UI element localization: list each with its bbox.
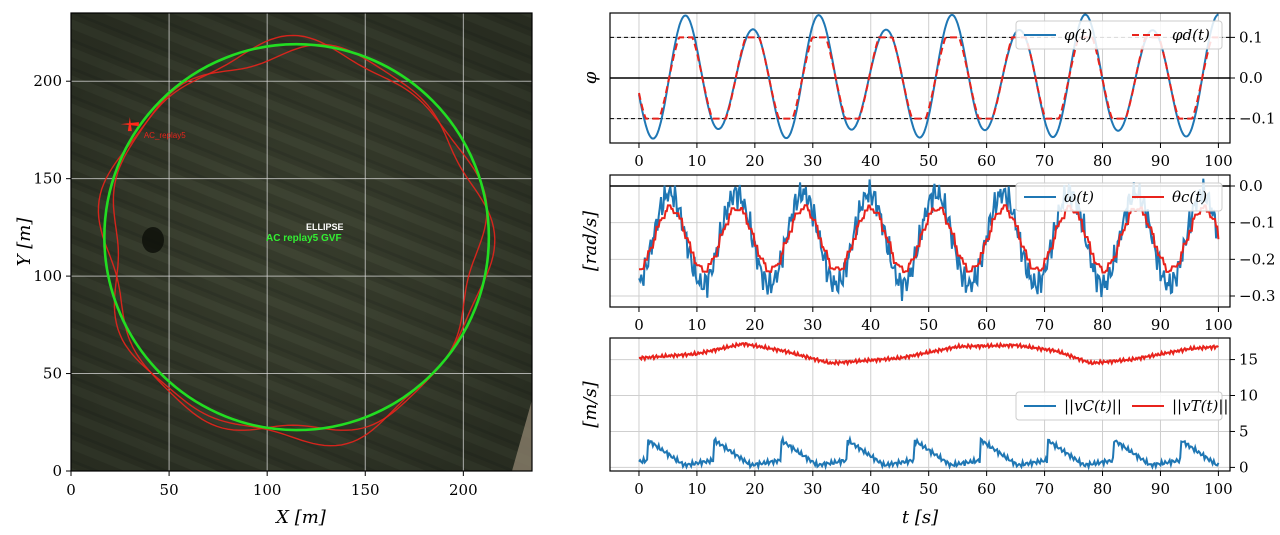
tick-label-x: 70 bbox=[1035, 316, 1054, 334]
legend-label: φ(t) bbox=[1064, 26, 1092, 44]
legend-label: φd(t) bbox=[1172, 26, 1210, 44]
series-line bbox=[639, 204, 1220, 274]
tick-label-x: 100 bbox=[1204, 480, 1233, 498]
phi-panel: 0 10 20 30 40 50 60 70 80 90 100 0.1 0.0 −0.1 φ φ(t) φd(… bbox=[580, 12, 1275, 170]
tick-label-x: 10 bbox=[687, 152, 706, 170]
tick-label-y: −0.1 bbox=[1239, 214, 1275, 232]
tick-label-x: 50 bbox=[919, 316, 938, 334]
tick-label-x: 0 bbox=[634, 480, 644, 498]
series-line bbox=[638, 434, 1220, 471]
tick-label-x: 40 bbox=[861, 316, 880, 334]
map-axes-frame bbox=[70, 12, 533, 472]
y-axis-label: [rad/s] bbox=[580, 210, 601, 271]
axes-frame bbox=[609, 174, 1231, 308]
satellite-background bbox=[71, 13, 532, 471]
legend-label: ||vT(t)|| bbox=[1172, 397, 1228, 415]
tick-label-x: 20 bbox=[745, 316, 764, 334]
tick-label-x: 100 bbox=[1204, 316, 1233, 334]
legend-box bbox=[1015, 391, 1223, 421]
aircraft-label: AC_replay5 bbox=[144, 131, 186, 140]
tick-label-x: 60 bbox=[977, 480, 996, 498]
gvf-label: AC replay5 GVF bbox=[266, 233, 342, 244]
map-tick-label-y: 100 bbox=[33, 267, 62, 285]
legend-label: ||vC(t)|| bbox=[1064, 397, 1122, 415]
tick-label-x: 30 bbox=[803, 316, 822, 334]
tick-label-x: 70 bbox=[1035, 152, 1054, 170]
map-tick-label-y: 200 bbox=[33, 72, 62, 90]
plot-area bbox=[638, 341, 1220, 471]
time-axis-label: t [s] bbox=[902, 507, 939, 528]
tick-label-y: 0 bbox=[1239, 458, 1249, 476]
map-tick-label-y: 50 bbox=[43, 365, 62, 383]
tick-label-x: 0 bbox=[634, 316, 644, 334]
ellipse-path bbox=[103, 42, 491, 432]
trajectory-path bbox=[112, 43, 496, 447]
tick-label-x: 30 bbox=[803, 152, 822, 170]
map-x-axis-label: X [m] bbox=[274, 507, 327, 528]
tick-label-x: 80 bbox=[1093, 152, 1112, 170]
tick-label-x: 30 bbox=[803, 480, 822, 498]
y-axis-label: [m/s] bbox=[580, 380, 601, 427]
legend-box bbox=[1015, 20, 1223, 50]
legend-box bbox=[1015, 182, 1223, 212]
rate-panel: 0 10 20 30 40 50 60 70 80 90 100 0.0 −0.1 −0.2 −0.3 [ra… bbox=[580, 174, 1275, 334]
tick-label-x: 20 bbox=[745, 480, 764, 498]
map-tick-label-x: 50 bbox=[160, 481, 179, 499]
tick-label-x: 40 bbox=[861, 152, 880, 170]
tick-label-x: 80 bbox=[1093, 316, 1112, 334]
series-line bbox=[638, 36, 1219, 120]
legend-label: θc(t) bbox=[1172, 188, 1207, 206]
series-line bbox=[638, 341, 1219, 367]
series-line bbox=[638, 13, 1219, 140]
tick-label-x: 50 bbox=[919, 152, 938, 170]
legend-label: ω(t) bbox=[1064, 188, 1094, 206]
tick-label-y: −0.3 bbox=[1239, 287, 1275, 305]
tick-label-x: 60 bbox=[977, 316, 996, 334]
tick-label-x: 90 bbox=[1151, 316, 1170, 334]
aircraft-icon bbox=[120, 117, 139, 132]
map-tick-label-x: 150 bbox=[351, 481, 380, 499]
tick-label-y: 0.1 bbox=[1239, 28, 1263, 46]
axes-frame bbox=[609, 12, 1231, 144]
map-tick-label-x: 0 bbox=[66, 481, 76, 499]
ellipse-label: ELLIPSE bbox=[306, 222, 344, 232]
map-tick-label-y: 150 bbox=[33, 170, 62, 188]
tick-label-y: 5 bbox=[1239, 422, 1249, 440]
tick-label-x: 100 bbox=[1204, 152, 1233, 170]
tick-label-x: 70 bbox=[1035, 480, 1054, 498]
map-y-axis-label: Y [m] bbox=[14, 217, 35, 267]
tick-label-x: 10 bbox=[687, 480, 706, 498]
tick-label-x: 50 bbox=[919, 480, 938, 498]
tick-label-y: 0.0 bbox=[1239, 69, 1263, 87]
tick-label-y: 15 bbox=[1239, 351, 1258, 369]
tick-label-y: −0.2 bbox=[1239, 250, 1275, 268]
map-tick-label-x: 100 bbox=[253, 481, 282, 499]
tick-label-x: 0 bbox=[634, 152, 644, 170]
tick-label-x: 60 bbox=[977, 152, 996, 170]
tick-label-x: 10 bbox=[687, 316, 706, 334]
tick-label-y: 10 bbox=[1239, 387, 1258, 405]
tick-label-x: 20 bbox=[745, 152, 764, 170]
tick-label-y: −0.1 bbox=[1239, 110, 1275, 128]
tick-label-x: 90 bbox=[1151, 480, 1170, 498]
map-tick-label-y: 0 bbox=[52, 462, 62, 480]
map-tick-label-x: 200 bbox=[449, 481, 478, 499]
y-axis-label: φ bbox=[580, 71, 601, 84]
axes-frame bbox=[609, 337, 1231, 472]
tick-label-x: 80 bbox=[1093, 480, 1112, 498]
tick-label-y: 0.0 bbox=[1239, 177, 1263, 195]
tick-label-x: 90 bbox=[1151, 152, 1170, 170]
tick-label-x: 40 bbox=[861, 480, 880, 498]
plot-area bbox=[610, 13, 1230, 140]
